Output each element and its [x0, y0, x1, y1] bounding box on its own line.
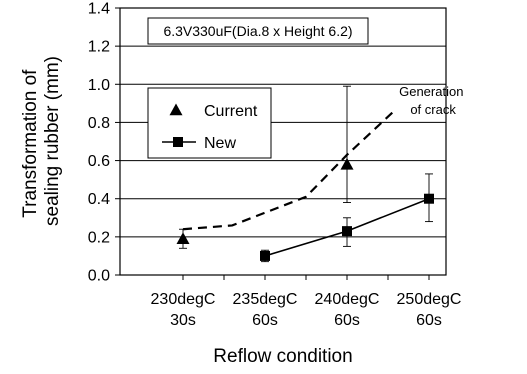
series-current	[176, 85, 397, 249]
x-tick-label: 60s	[416, 312, 442, 329]
series-line	[182, 108, 397, 231]
data-point-square	[260, 250, 270, 261]
x-axis-label: Reflow condition	[213, 346, 352, 367]
data-point-triangle	[176, 232, 190, 244]
y-axis-ticks: 0.0 0.2 0.4 0.6 0.8 1.0 1.2 1.4	[88, 1, 120, 285]
x-tick-label: 60s	[252, 312, 278, 329]
y-axis-label: Transformation of sealing rubber (mm)	[20, 56, 63, 226]
annotation-generation-of-crack: Generation of crack	[399, 84, 467, 117]
annotation-line-2: of crack	[410, 102, 456, 117]
series-layer	[176, 85, 434, 263]
legend: Current New	[147, 87, 272, 159]
y-axis-label-line-1: Transformation of	[20, 69, 41, 218]
series-new	[260, 173, 434, 263]
y-tick-label: 1.0	[88, 77, 110, 94]
chart-annotation-title-box	[147, 17, 369, 45]
error-bar	[343, 85, 351, 203]
y-tick-label: 0.4	[88, 191, 110, 208]
legend-square	[173, 137, 183, 147]
y-axis-label-line-2: sealing rubber (mm)	[42, 56, 63, 226]
data-point-triangle	[340, 157, 354, 170]
y-tick-label: 0.8	[88, 115, 110, 132]
data-point-square	[424, 193, 434, 204]
legend-box	[147, 87, 272, 159]
y-tick-label: 1.2	[88, 39, 110, 56]
plot-frame	[119, 7, 447, 276]
chart-annotation-title: 6.3V330uF(Dia.8 x Height 6.2)	[163, 23, 352, 39]
y-tick-label: 0.2	[88, 229, 110, 246]
x-tick-label: 60s	[334, 312, 360, 329]
y-tick-label: 0.0	[88, 268, 110, 285]
y-tick-label: 1.4	[88, 1, 110, 18]
x-axis-ticks: 230degC 30s 235degC 60s 240degC 60s 250degC 60s	[151, 275, 462, 329]
legend-marker-current	[169, 103, 183, 116]
x-tick-label: 230degC	[151, 291, 216, 308]
legend-triangle	[169, 103, 183, 116]
annotation-line-1: Generation	[399, 84, 463, 99]
data-point-square	[342, 226, 352, 237]
legend-marker-new	[162, 137, 196, 147]
x-tick-label: 235degC	[233, 291, 298, 308]
legend-label-new: New	[204, 135, 236, 152]
x-tick-label: 250degC	[397, 291, 462, 308]
x-tick-label: 240degC	[315, 291, 380, 308]
legend-label-current: Current	[204, 103, 258, 120]
y-tick-label: 0.6	[88, 153, 110, 170]
x-tick-label: 30s	[170, 312, 196, 329]
